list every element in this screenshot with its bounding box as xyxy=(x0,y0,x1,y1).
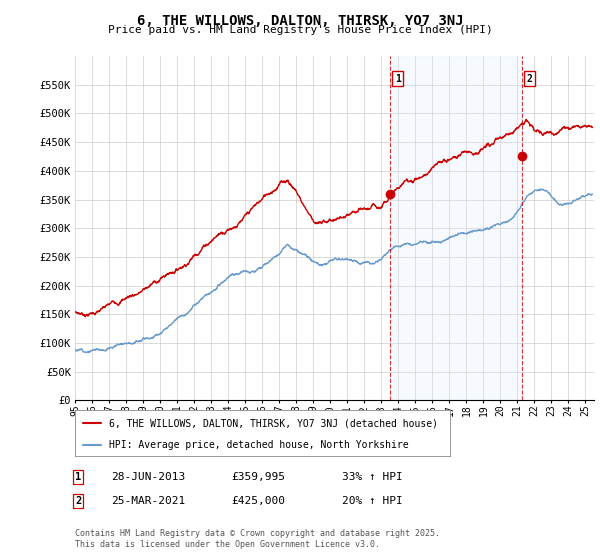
Text: 1: 1 xyxy=(75,472,81,482)
Text: 6, THE WILLOWS, DALTON, THIRSK, YO7 3NJ: 6, THE WILLOWS, DALTON, THIRSK, YO7 3NJ xyxy=(137,14,463,28)
Text: Contains HM Land Registry data © Crown copyright and database right 2025.
This d: Contains HM Land Registry data © Crown c… xyxy=(75,529,440,549)
Text: 1: 1 xyxy=(395,74,401,84)
Text: 20% ↑ HPI: 20% ↑ HPI xyxy=(342,496,403,506)
Text: 6, THE WILLOWS, DALTON, THIRSK, YO7 3NJ (detached house): 6, THE WILLOWS, DALTON, THIRSK, YO7 3NJ … xyxy=(109,418,438,428)
Text: £425,000: £425,000 xyxy=(231,496,285,506)
Text: 25-MAR-2021: 25-MAR-2021 xyxy=(111,496,185,506)
Text: 28-JUN-2013: 28-JUN-2013 xyxy=(111,472,185,482)
Text: Price paid vs. HM Land Registry's House Price Index (HPI): Price paid vs. HM Land Registry's House … xyxy=(107,25,493,35)
Bar xyxy=(390,56,521,400)
Text: 2: 2 xyxy=(527,74,533,84)
Text: £359,995: £359,995 xyxy=(231,472,285,482)
Text: 33% ↑ HPI: 33% ↑ HPI xyxy=(342,472,403,482)
Text: 2: 2 xyxy=(75,496,81,506)
Text: HPI: Average price, detached house, North Yorkshire: HPI: Average price, detached house, Nort… xyxy=(109,440,409,450)
